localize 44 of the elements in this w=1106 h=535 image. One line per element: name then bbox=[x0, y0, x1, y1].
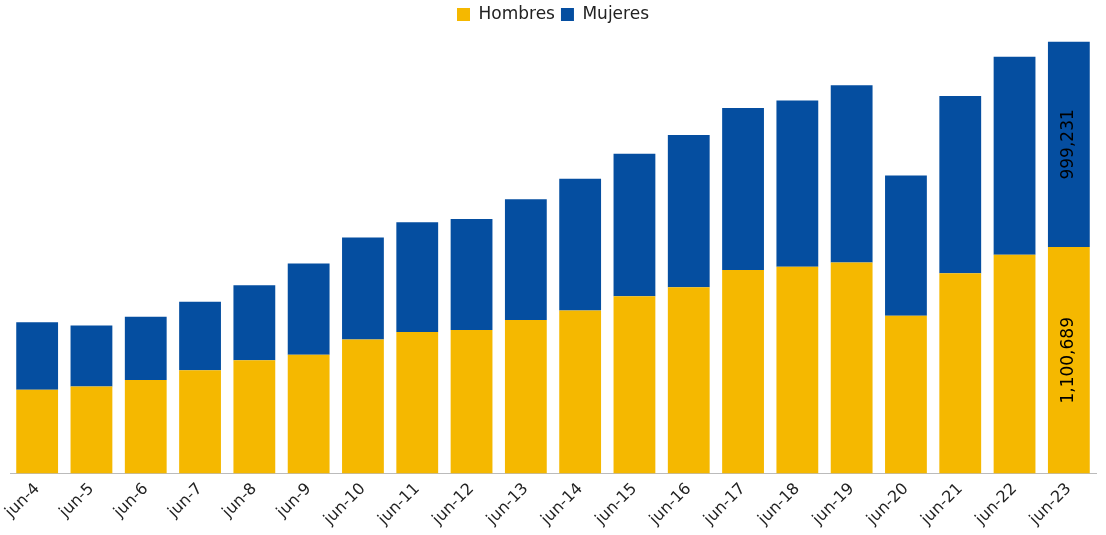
bar bbox=[396, 331, 439, 474]
bar bbox=[613, 296, 656, 474]
bar bbox=[993, 254, 1036, 474]
bar bbox=[342, 237, 384, 340]
bar bbox=[885, 315, 927, 474]
bar bbox=[993, 56, 1036, 255]
bar bbox=[450, 218, 493, 330]
bar bbox=[830, 85, 873, 263]
bar bbox=[70, 325, 113, 387]
bar bbox=[939, 273, 982, 474]
bar bbox=[16, 389, 59, 474]
bar bbox=[830, 262, 873, 474]
bar bbox=[1047, 247, 1090, 474]
bar bbox=[504, 199, 547, 321]
legend-label: Hombres bbox=[478, 2, 556, 23]
data-label: 1,100,689 bbox=[1057, 317, 1078, 404]
bar bbox=[776, 266, 819, 474]
bar bbox=[939, 96, 982, 274]
bar bbox=[667, 287, 710, 474]
bar bbox=[776, 100, 819, 267]
bar bbox=[233, 285, 276, 361]
bar bbox=[559, 310, 602, 474]
bar bbox=[559, 178, 602, 311]
bar bbox=[287, 354, 330, 474]
bar bbox=[504, 320, 547, 474]
bar bbox=[667, 134, 710, 288]
bar bbox=[342, 339, 384, 474]
bar bbox=[722, 108, 764, 271]
bar bbox=[179, 370, 221, 474]
bar bbox=[885, 175, 927, 316]
bar bbox=[16, 322, 59, 390]
bar bbox=[396, 222, 439, 332]
bar bbox=[70, 386, 113, 474]
bar bbox=[233, 360, 276, 474]
data-label: 999,231 bbox=[1057, 109, 1078, 180]
bar bbox=[124, 379, 167, 474]
bar bbox=[613, 153, 656, 297]
bar bbox=[450, 329, 493, 474]
bar bbox=[287, 263, 330, 355]
bar bbox=[124, 316, 167, 380]
legend-label: Mujeres bbox=[582, 2, 650, 23]
bar bbox=[722, 270, 764, 474]
bar bbox=[1047, 41, 1090, 248]
bar bbox=[179, 301, 221, 371]
